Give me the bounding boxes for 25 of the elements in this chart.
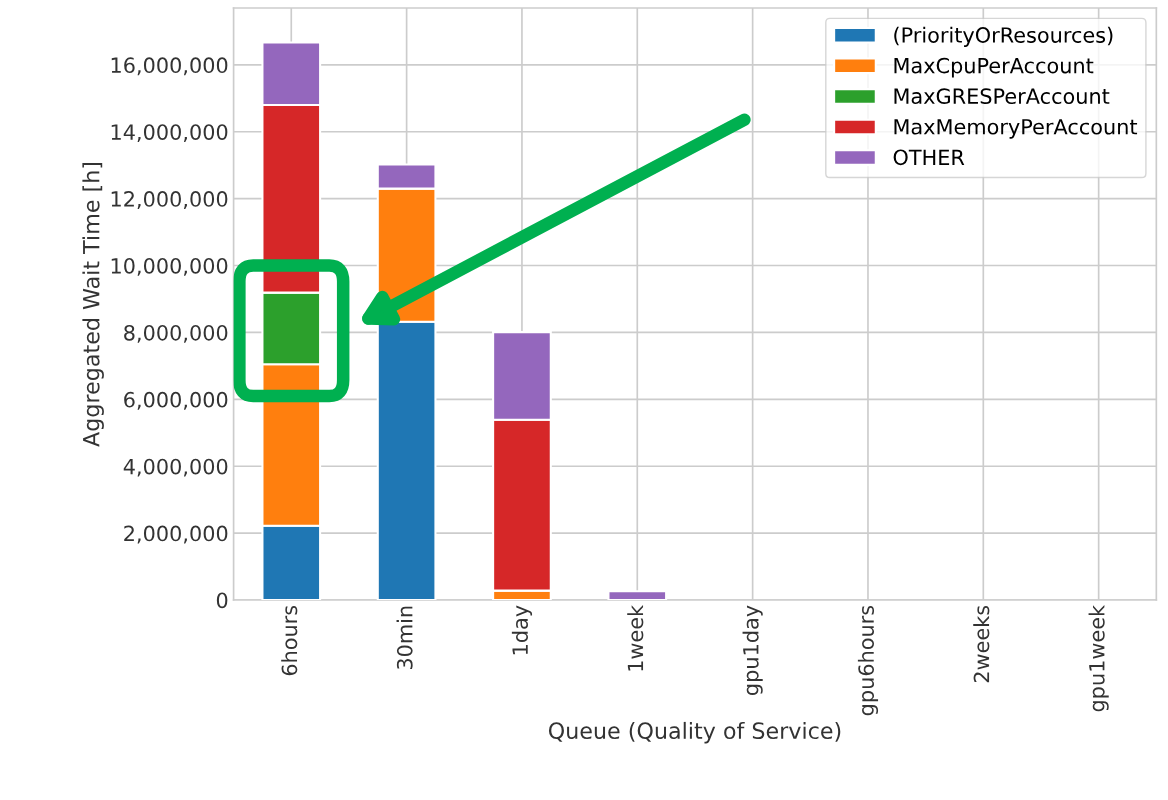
- y-axis-title: Aggregated Wait Time [h]: [82, 162, 104, 447]
- y-tick-label: 2,000,000: [124, 525, 228, 544]
- x-tick-label: gpu1week: [1088, 604, 1109, 712]
- y-tick-label: 8,000,000: [124, 324, 228, 343]
- y-tick-label: 14,000,000: [111, 124, 228, 143]
- y-tick-label: 16,000,000: [111, 57, 228, 76]
- legend-label: (PriorityOrResources): [894, 26, 1113, 47]
- legend-label: OTHER: [893, 149, 965, 166]
- legend-label: MaxCpuPerAccount: [894, 57, 1094, 78]
- x-tick-label: 30min: [396, 606, 413, 670]
- y-tick-label: 6,000,000: [124, 391, 228, 410]
- x-tick-label: gpu1day: [742, 605, 763, 695]
- x-tick-label: 1day: [511, 605, 533, 655]
- x-axis-title: Queue (Quality of Service): [548, 721, 841, 744]
- x-tick-label: 2weeks: [973, 605, 990, 683]
- x-tick-label: 6hours: [281, 605, 298, 676]
- legend-label: MaxGRESPerAccount: [894, 88, 1110, 105]
- y-tick-label: 4,000,000: [123, 458, 228, 477]
- legend-label: MaxMemoryPerAccount: [894, 119, 1138, 139]
- y-tick-label: 0: [216, 592, 228, 609]
- y-tick-label: 10,000,000: [111, 257, 228, 276]
- x-tick-label: gpu6hours: [857, 605, 879, 716]
- y-tick-label: 12,000,000: [111, 191, 228, 209]
- x-tick-label: 1week: [627, 604, 644, 671]
- bar: [607, 590, 668, 600]
